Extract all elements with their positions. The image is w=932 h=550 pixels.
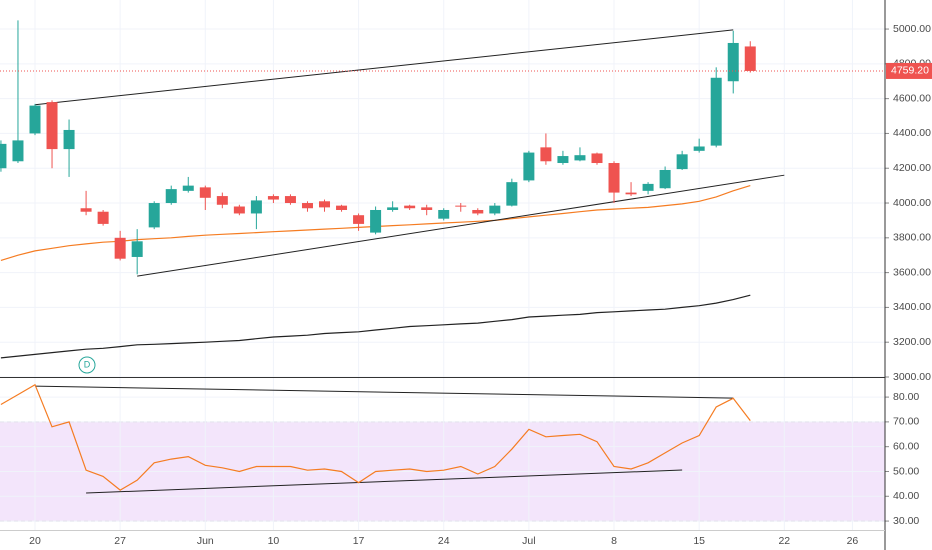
candle-body — [659, 169, 671, 189]
candle-body — [387, 207, 399, 210]
x-tick-label: 10 — [268, 535, 280, 547]
x-tick-label: 27 — [114, 535, 126, 547]
candle-body — [250, 200, 262, 214]
trendline — [86, 469, 683, 494]
y-tick-label: 50.00 — [893, 465, 919, 477]
candle-body — [404, 205, 416, 209]
candle-body — [336, 205, 348, 210]
x-tick-label: 20 — [29, 535, 41, 547]
x-tick-label: 8 — [611, 535, 617, 547]
y-tick-label: 4200.00 — [893, 162, 931, 174]
y-tick-label: 60.00 — [893, 440, 919, 452]
y-tick-label: 4000.00 — [893, 197, 931, 209]
candle-body — [608, 163, 620, 193]
y-tick-label: 3600.00 — [893, 266, 931, 278]
candle-body — [557, 156, 569, 164]
candle-body — [540, 147, 552, 162]
y-tick-label: 40.00 — [893, 490, 919, 502]
y-tick-label: 4600.00 — [893, 92, 931, 104]
candle-body — [97, 211, 109, 224]
candle-body — [301, 203, 313, 209]
candle-body — [710, 77, 722, 146]
candle-body — [114, 237, 126, 259]
trendline — [34, 29, 734, 106]
candle-body — [182, 185, 194, 191]
candle-body — [148, 203, 160, 228]
trendline — [34, 385, 734, 399]
moving-average — [0, 294, 751, 359]
candle-body — [0, 143, 7, 169]
candle-body — [523, 152, 535, 181]
marker-label: D — [84, 359, 91, 369]
candle-body — [472, 209, 484, 214]
candle-body — [165, 189, 177, 204]
last-price-label: 4759.20 — [891, 65, 929, 77]
candle-body — [370, 209, 382, 233]
candle-body — [284, 196, 296, 204]
candle-body — [506, 182, 518, 206]
candle-body — [199, 187, 211, 198]
y-tick-label: 30.00 — [893, 515, 919, 527]
candle-body — [421, 207, 433, 210]
candle-body — [489, 205, 501, 214]
candle-body — [267, 196, 279, 200]
y-tick-label: 3200.00 — [893, 336, 931, 348]
candle-body — [216, 196, 228, 205]
candle-body — [131, 241, 143, 257]
x-tick-label: Jul — [522, 535, 535, 547]
candle-body — [319, 201, 331, 208]
candle-body — [233, 206, 245, 214]
rsi-line — [0, 383, 751, 491]
candle-body — [438, 209, 450, 219]
candle-body — [642, 183, 654, 191]
candle-body — [80, 208, 92, 212]
candle-body — [693, 146, 705, 151]
candle-body — [12, 140, 24, 162]
candle-body — [744, 46, 756, 71]
candle-body — [574, 155, 586, 161]
candle-body — [625, 192, 637, 195]
y-tick-label: 3800.00 — [893, 232, 931, 244]
candle-body — [455, 205, 467, 207]
x-tick-label: 15 — [693, 535, 705, 547]
y-tick-label: 3000.00 — [893, 371, 931, 383]
candle-body — [676, 154, 688, 170]
y-tick-label: 4400.00 — [893, 127, 931, 139]
y-tick-label: 5000.00 — [893, 23, 931, 35]
y-tick-label: 70.00 — [893, 416, 919, 428]
y-tick-label: 3400.00 — [893, 301, 931, 313]
candle-body — [63, 129, 75, 150]
candle-body — [727, 42, 739, 82]
candle-body — [353, 215, 365, 224]
candle-body — [46, 102, 58, 150]
x-tick-label: 17 — [353, 535, 365, 547]
last-price-box — [886, 62, 932, 79]
candle-body — [591, 153, 603, 164]
y-tick-label: 80.00 — [893, 391, 919, 403]
x-tick-label: 24 — [438, 535, 450, 547]
x-tick-label: 22 — [778, 535, 790, 547]
candle-body — [29, 105, 41, 134]
x-tick-label: Jun — [197, 535, 214, 547]
marker-icon — [78, 356, 96, 374]
x-tick-label: 26 — [847, 535, 859, 547]
trendline — [137, 174, 785, 277]
